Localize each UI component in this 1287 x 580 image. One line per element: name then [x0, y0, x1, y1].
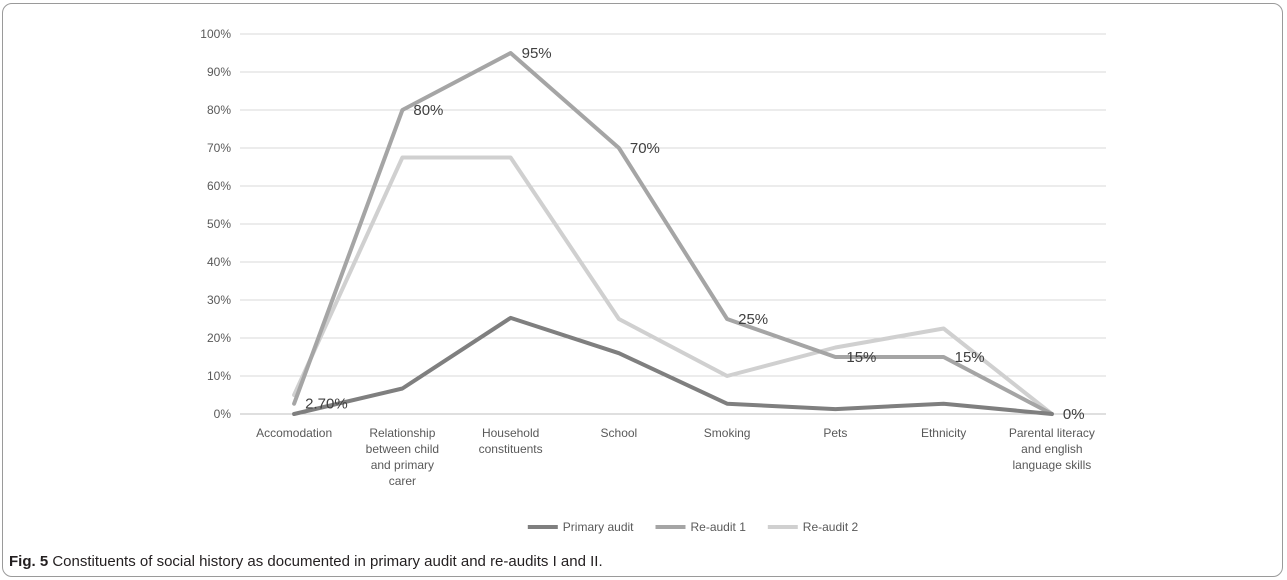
gridlines	[240, 33, 1106, 415]
y-tick-label: 20%	[207, 331, 231, 345]
caption-text: Constituents of social history as docume…	[48, 553, 603, 570]
y-tick-label: 70%	[207, 141, 231, 155]
series-lines	[292, 51, 1054, 416]
y-tick-label: 40%	[207, 255, 231, 269]
legend-label: Re-audit 1	[691, 520, 747, 534]
legend-item: Re-audit 1	[655, 520, 747, 534]
legend-label: Re-audit 2	[803, 520, 859, 534]
figure-caption: Fig. 5 Constituents of social history as…	[9, 553, 603, 570]
y-tick-label: 30%	[207, 293, 231, 307]
x-tick-label: Pets	[823, 426, 847, 440]
line-chart: 0% 10% 20% 30% 40% 50% 60% 70% 80% 90% 100% Accomo…	[200, 27, 1106, 534]
legend: Primary audit Re-audit 1 Re-audit 2	[527, 520, 859, 534]
legend-item: Re-audit 2	[767, 520, 859, 534]
x-tick-label: and primary	[371, 458, 434, 472]
legend-label: Primary audit	[563, 520, 634, 534]
y-tick-label: 100%	[200, 27, 231, 41]
data-label: 80%	[413, 102, 443, 119]
y-tick-label: 50%	[207, 217, 231, 231]
series-line-primary-audit	[292, 315, 1054, 416]
data-label: 0%	[1063, 406, 1085, 423]
x-tick-label: and english	[1021, 442, 1082, 456]
x-tick-label: Accomodation	[256, 426, 332, 440]
data-labels: 2.70% 80% 95% 70% 25% 15% 15% 0%	[305, 45, 1084, 423]
x-tick-label: Parental literacy	[1009, 426, 1095, 440]
series-line-re-audit-2	[292, 155, 1054, 416]
x-axis-labels: Accomodation Relationship between child and…	[256, 426, 1095, 488]
series-line-re-audit-1	[292, 51, 1054, 416]
data-label: 70%	[630, 140, 660, 157]
x-tick-label: Household	[482, 426, 539, 440]
y-tick-label: 60%	[207, 179, 231, 193]
data-label: 2.70%	[305, 396, 348, 413]
x-tick-label: Ethnicity	[921, 426, 966, 440]
y-axis-ticks: 0% 10% 20% 30% 40% 50% 60% 70% 80% 90% 100%	[200, 27, 231, 421]
y-tick-label: 90%	[207, 65, 231, 79]
legend-item: Primary audit	[527, 520, 634, 534]
y-tick-label: 0%	[214, 407, 232, 421]
y-tick-label: 10%	[207, 369, 231, 383]
caption-label: Fig. 5	[9, 553, 49, 570]
x-tick-label: Relationship	[369, 426, 435, 440]
x-tick-label: School	[601, 426, 638, 440]
data-label: 15%	[846, 349, 876, 366]
x-tick-label: constituents	[479, 442, 543, 456]
data-label: 25%	[738, 311, 768, 328]
y-tick-label: 80%	[207, 103, 231, 117]
x-tick-label: Smoking	[704, 426, 751, 440]
data-label: 95%	[522, 45, 552, 62]
figure-frame	[2, 3, 1283, 577]
data-label: 15%	[955, 349, 985, 366]
x-tick-label: carer	[389, 474, 416, 488]
x-tick-label: language skills	[1013, 458, 1092, 472]
x-tick-label: between child	[366, 442, 439, 456]
